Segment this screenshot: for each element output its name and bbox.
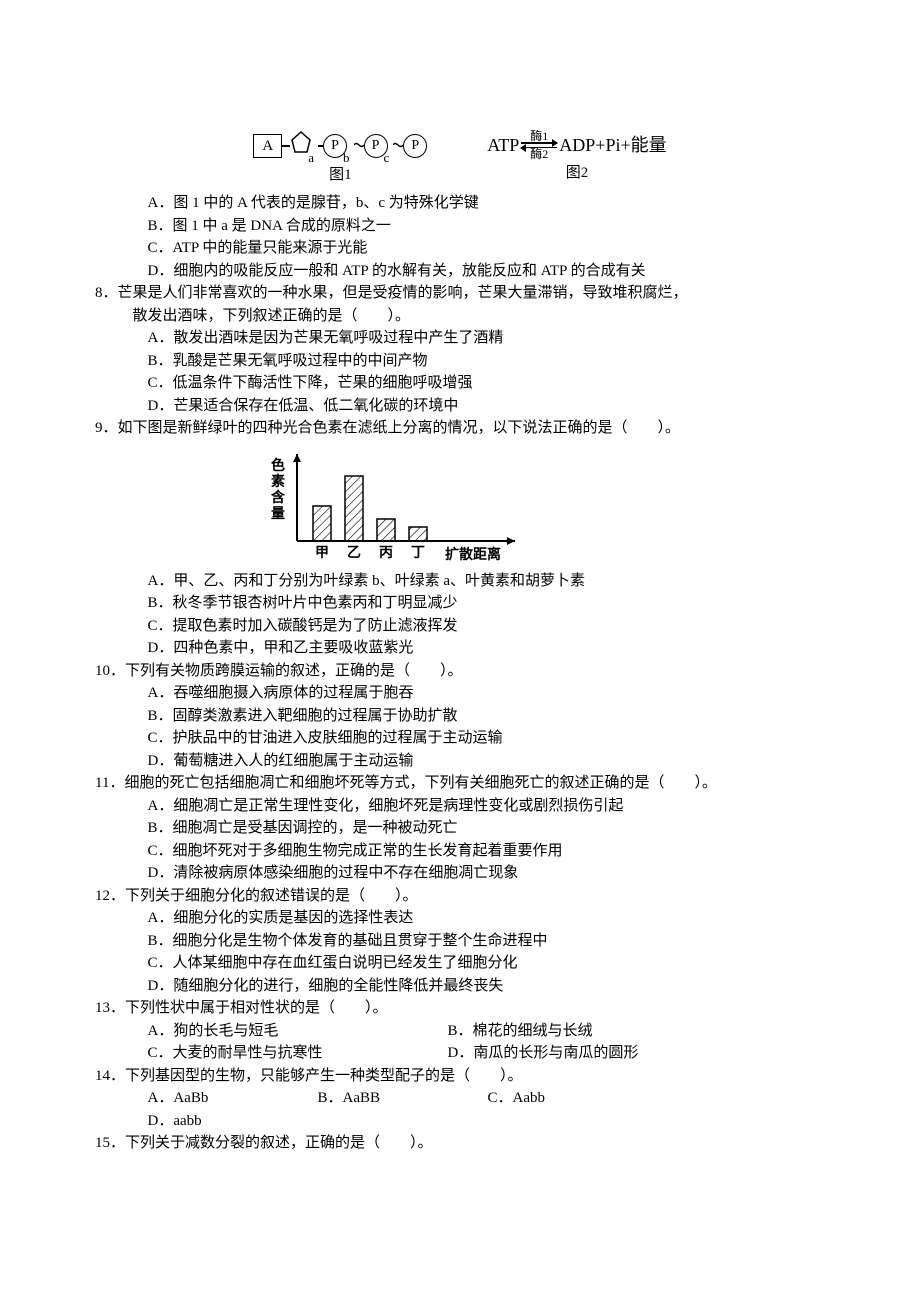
q7-options: A．图 1 中的 A 代表的是腺苷，b、c 为特殊化学键 B．图 1 中 a 是… xyxy=(95,192,825,282)
q12-stem: 12．下列关于细胞分化的叙述错误的是（ ）。 xyxy=(95,885,825,908)
q13-opt-d: D．南瓜的长形与南瓜的圆形 xyxy=(448,1042,748,1065)
q12-opt-c: C．人体某细胞中存在血红蛋白说明已经发生了细胞分化 xyxy=(148,952,826,975)
q8-options: A．散发出酒味是因为芒果无氧呼吸过程中产生了酒精 B．乳酸是芒果无氧呼吸过程中的… xyxy=(95,327,825,417)
label-b: b xyxy=(343,148,350,168)
enzyme-1-label: 酶1 xyxy=(530,130,548,142)
q14-opt-b: B．AaBB xyxy=(318,1087,488,1110)
q14-opt-a: A．AaBb xyxy=(148,1087,318,1110)
q8-opt-d: D．芒果适合保存在低温、低二氧化碳的环境中 xyxy=(148,395,826,418)
svg-text:含: 含 xyxy=(271,489,286,506)
q11-options: A．细胞凋亡是正常生理性变化，细胞坏死是病理性变化或剧烈损伤引起 B．细胞凋亡是… xyxy=(95,795,825,885)
q8-opt-a: A．散发出酒味是因为芒果无氧呼吸过程中产生了酒精 xyxy=(148,327,826,350)
q9-opt-a: A．甲、乙、丙和丁分别为叶绿素 b、叶绿素 a、叶黄素和胡萝卜素 xyxy=(148,570,826,593)
q9-opt-c: C．提取色素时加入碳酸钙是为了防止滤液挥发 xyxy=(148,615,826,638)
q14-opt-c: C．Aabb xyxy=(488,1087,658,1110)
q14-opt-d: D．aabb xyxy=(148,1110,318,1133)
q12-opt-d: D．随细胞分化的进行，细胞的全能性降低并最终丧失 xyxy=(148,975,826,998)
q11-opt-b: B．细胞凋亡是受基因调控的，是一种被动死亡 xyxy=(148,817,826,840)
atp-structure-diagram: A a P b P c P xyxy=(253,130,427,162)
q11-stem: 11．细胞的死亡包括细胞凋亡和细胞坏死等方式，下列有关细胞死亡的叙述正确的是（ … xyxy=(95,772,825,795)
q7-opt-b: B．图 1 中 a 是 DNA 合成的原料之一 xyxy=(148,215,826,238)
p-circle: P xyxy=(403,134,427,158)
q8-stem: 8．芒果是人们非常喜欢的一种水果，但是受疫情的影响，芒果大量滞销，导致堆积腐烂， xyxy=(95,282,825,305)
q8-stem-2: 散发出酒味，下列叙述正确的是（ ）。 xyxy=(95,305,825,328)
atp-equation: ATP 酶1 酶2 ADP+Pi+能量 xyxy=(487,130,666,160)
q10-opt-b: B．固醇类激素进入靶细胞的过程属于协助扩散 xyxy=(148,705,826,728)
figure-row: A a P b P c P xyxy=(95,130,825,186)
q13-options: A．狗的长毛与短毛 B．棉花的细绒与长绒 C．大麦的耐旱性与抗寒性 D．南瓜的长… xyxy=(95,1020,825,1065)
q10-opt-d: D．葡萄糖进入人的红细胞属于主动运输 xyxy=(148,750,826,773)
q10-opt-c: C．护肤品中的甘油进入皮肤细胞的过程属于主动运输 xyxy=(148,727,826,750)
q8-opt-c: C．低温条件下酶活性下降，芒果的细胞呼吸增强 xyxy=(148,372,826,395)
eq-left: ATP xyxy=(487,132,519,159)
q9-opt-b: B．秋冬季节银杏树叶片中色素丙和丁明显减少 xyxy=(148,592,826,615)
svg-text:量: 量 xyxy=(271,506,285,522)
q9-options: A．甲、乙、丙和丁分别为叶绿素 b、叶绿素 a、叶黄素和胡萝卜素 B．秋冬季节银… xyxy=(95,570,825,660)
q8-opt-b: B．乳酸是芒果无氧呼吸过程中的中间产物 xyxy=(148,350,826,373)
figure-2-caption: 图2 xyxy=(566,162,589,185)
q11-opt-a: A．细胞凋亡是正常生理性变化，细胞坏死是病理性变化或剧烈损伤引起 xyxy=(148,795,826,818)
q10-opt-a: A．吞噬细胞摄入病原体的过程属于胞吞 xyxy=(148,682,826,705)
q13-opt-a: A．狗的长毛与短毛 xyxy=(148,1020,448,1043)
pigment-chart: 色素含量扩散距离 甲 乙 丙 丁 xyxy=(95,446,825,566)
q12-options: A．细胞分化的实质是基因的选择性表达 B．细胞分化是生物个体发育的基础且贯穿于整… xyxy=(95,907,825,997)
q9-opt-d: D．四种色素中，甲和乙主要吸收蓝紫光 xyxy=(148,637,826,660)
q15-stem: 15．下列关于减数分裂的叙述，正确的是（ ）。 xyxy=(95,1132,825,1155)
q11-opt-c: C．细胞坏死对于多细胞生物完成正常的生长发育起着重要作用 xyxy=(148,840,826,863)
svg-text:扩散距离: 扩散距离 xyxy=(445,546,501,563)
q7-opt-d: D．细胞内的吸能反应一般和 ATP 的水解有关，放能反应和 ATP 的合成有关 xyxy=(148,260,826,283)
q10-options: A．吞噬细胞摄入病原体的过程属于胞吞 B．固醇类激素进入靶细胞的过程属于协助扩散… xyxy=(95,682,825,772)
figure-1: A a P b P c P xyxy=(253,130,427,186)
label-a: a xyxy=(308,148,314,168)
wavy-bond-icon xyxy=(354,135,364,158)
q7-opt-c: C．ATP 中的能量只能来源于光能 xyxy=(148,237,826,260)
q14-stem: 14．下列基因型的生物，只能够产生一种类型配子的是（ ）。 xyxy=(95,1065,825,1088)
q12-opt-a: A．细胞分化的实质是基因的选择性表达 xyxy=(148,907,826,930)
double-arrow-icon: 酶1 酶2 xyxy=(521,130,557,160)
svg-text:甲: 甲 xyxy=(315,545,329,561)
q14-options: A．AaBb B．AaBB C．Aabb D．aabb xyxy=(95,1087,825,1132)
q13-opt-b: B．棉花的细绒与长绒 xyxy=(448,1020,748,1043)
q11-opt-d: D．清除被病原体感染细胞的过程中不存在细胞凋亡现象 xyxy=(148,862,826,885)
q13-opt-c: C．大麦的耐旱性与抗寒性 xyxy=(148,1042,448,1065)
q13-stem: 13．下列性状中属于相对性状的是（ ）。 xyxy=(95,997,825,1020)
svg-text:乙: 乙 xyxy=(347,545,361,561)
eq-right: ADP+Pi+能量 xyxy=(559,132,666,159)
figure-2: ATP 酶1 酶2 ADP+Pi+能量 图2 xyxy=(487,130,666,186)
wavy-bond-icon xyxy=(393,135,403,158)
svg-text:色: 色 xyxy=(271,457,285,474)
q7-opt-a: A．图 1 中的 A 代表的是腺苷，b、c 为特殊化学键 xyxy=(148,192,826,215)
enzyme-2-label: 酶2 xyxy=(530,148,548,160)
q9-stem: 9．如下图是新鲜绿叶的四种光合色素在滤纸上分离的情况，以下说法正确的是（ ）。 xyxy=(95,417,825,440)
svg-text:丙: 丙 xyxy=(379,545,393,561)
bond xyxy=(282,145,290,147)
box-a: A xyxy=(253,134,282,158)
q12-opt-b: B．细胞分化是生物个体发育的基础且贯穿于整个生命进程中 xyxy=(148,930,826,953)
svg-text:丁: 丁 xyxy=(411,546,425,561)
q10-stem: 10．下列有关物质跨膜运输的叙述，正确的是（ ）。 xyxy=(95,660,825,683)
svg-text:素: 素 xyxy=(271,473,285,490)
label-c: c xyxy=(384,148,390,168)
